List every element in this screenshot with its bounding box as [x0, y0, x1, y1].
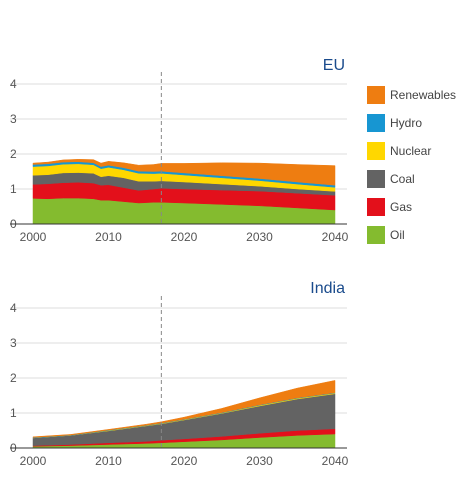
india-y-tick-label: 1: [10, 406, 17, 420]
eu-y-tick-label: 1: [10, 182, 17, 196]
india-y-tick-label: 3: [10, 336, 17, 350]
india-y-tick-label: 2: [10, 371, 17, 385]
legend-label-coal: Coal: [390, 172, 415, 186]
eu-x-tick-label: 2000: [20, 230, 47, 244]
india-x-tick-label: 2020: [171, 454, 198, 468]
eu-y-tick-label: 3: [10, 112, 17, 126]
eu-panel-title: EU: [323, 57, 345, 74]
legend-label-oil: Oil: [390, 228, 405, 242]
india-area-renewables: [32, 380, 336, 438]
legend-label-gas: Gas: [390, 200, 412, 214]
india-x-tick-label: 2030: [246, 454, 273, 468]
legend-swatch-hydro: [367, 114, 385, 132]
legend-swatch-nuclear: [367, 142, 385, 160]
india-x-tick-label: 2010: [95, 454, 122, 468]
india-x-tick-label: 2000: [20, 454, 47, 468]
legend-label-renewables: Renewables: [390, 88, 456, 102]
legend-swatch-renewables: [367, 86, 385, 104]
legend-swatch-coal: [367, 170, 385, 188]
legend: Renewables Hydro Nuclear Coal Gas Oil: [367, 86, 456, 244]
legend-swatch-gas: [367, 198, 385, 216]
legend-swatch-oil: [367, 226, 385, 244]
eu-area-renewables: [32, 159, 336, 186]
eu-x-tick-label: 2030: [246, 230, 273, 244]
india-panel-title: India: [310, 280, 345, 297]
legend-label-hydro: Hydro: [390, 116, 422, 130]
eu-x-tick-label: 2020: [171, 230, 198, 244]
eu-y-tick-label: 2: [10, 147, 17, 161]
india-x-tick-label: 2040: [322, 454, 349, 468]
legend-label-nuclear: Nuclear: [390, 144, 431, 158]
eu-x-tick-label: 2040: [322, 230, 349, 244]
eu-x-tick-label: 2010: [95, 230, 122, 244]
eu-y-tick-label: 4: [10, 77, 17, 91]
india-y-tick-label: 4: [10, 301, 17, 315]
